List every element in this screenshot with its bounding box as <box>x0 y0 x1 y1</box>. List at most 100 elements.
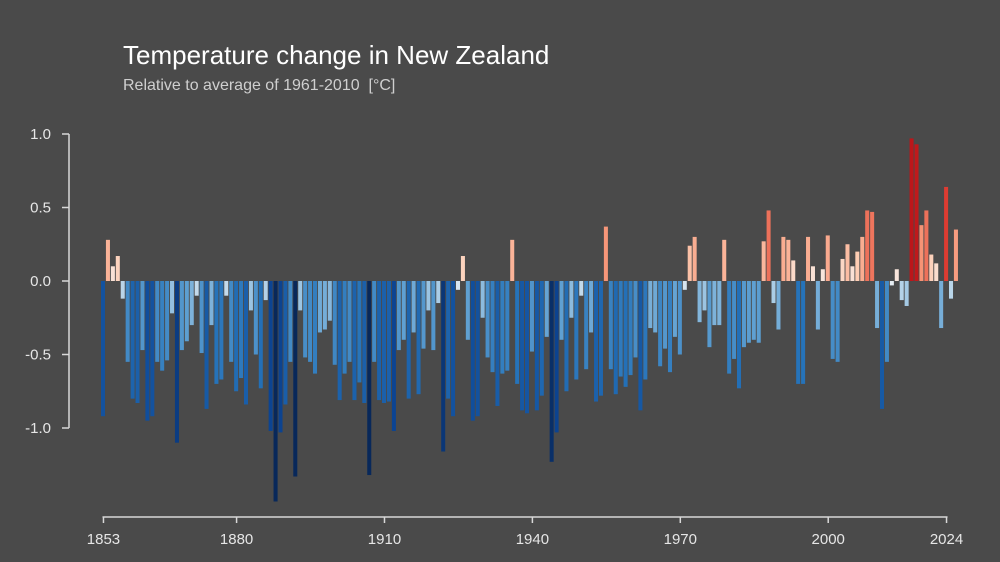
bar-1952 <box>589 281 594 333</box>
bar-1871 <box>189 281 194 326</box>
bar-1964 <box>648 281 653 329</box>
bar-1873 <box>199 281 204 354</box>
bar-1931 <box>485 281 490 358</box>
bar-1903 <box>347 281 352 362</box>
bar-1938 <box>520 281 525 411</box>
bar-1998 <box>815 281 820 330</box>
bar-2005 <box>850 266 855 281</box>
bar-2022 <box>934 263 939 281</box>
bar-1922 <box>441 281 446 452</box>
bar-1861 <box>140 281 145 351</box>
bar-1968 <box>667 281 673 373</box>
bar-1913 <box>396 281 401 351</box>
x-tick-label: 2000 <box>812 531 845 548</box>
bar-1894 <box>303 281 308 358</box>
bar-1898 <box>322 281 327 330</box>
bar-2007 <box>860 236 865 281</box>
bar-1986 <box>756 281 761 343</box>
bar-1860 <box>135 281 140 404</box>
y-tick-label: 0.0 <box>30 273 51 290</box>
bar-1942 <box>539 281 544 396</box>
bar-1932 <box>490 281 495 373</box>
bar-1865 <box>160 281 165 371</box>
bar-1929 <box>475 281 480 417</box>
bar-1915 <box>406 281 411 399</box>
bar-1961 <box>633 281 638 358</box>
bar-1853 <box>101 281 106 417</box>
bar-1876 <box>214 281 219 384</box>
bar-1927 <box>465 281 470 340</box>
bar-2009 <box>870 211 875 281</box>
bar-1855 <box>110 266 115 281</box>
bar-1958 <box>618 281 623 377</box>
bar-1892 <box>293 281 298 477</box>
bar-1979 <box>722 239 727 281</box>
bar-1994 <box>796 281 801 384</box>
bar-2003 <box>840 258 845 281</box>
bar-1976 <box>707 281 712 348</box>
bar-1879 <box>229 281 234 362</box>
bar-1981 <box>732 281 737 359</box>
bar-1878 <box>224 281 229 296</box>
bar-1910 <box>382 281 387 404</box>
bar-1904 <box>352 281 357 401</box>
bar-1954 <box>598 281 603 396</box>
bar-1923 <box>446 281 451 399</box>
bar-1917 <box>416 281 421 395</box>
bar-1974 <box>697 281 702 323</box>
bar-2014 <box>894 269 899 281</box>
bar-1866 <box>165 281 170 361</box>
bar-1885 <box>258 281 263 389</box>
bar-1908 <box>372 281 377 362</box>
chart-subtitle: Relative to average of 1961-2010 [°C] <box>123 77 396 94</box>
bar-1972 <box>687 245 692 281</box>
bar-1991 <box>781 236 786 281</box>
bar-1965 <box>653 281 658 333</box>
bar-1941 <box>534 281 539 411</box>
bar-1897 <box>317 281 322 333</box>
bar-1864 <box>155 281 160 362</box>
bar-1980 <box>727 281 732 374</box>
bar-1943 <box>544 281 549 337</box>
bar-2024 <box>944 186 949 281</box>
bar-2026 <box>953 229 958 281</box>
bar-1990 <box>776 281 781 330</box>
bar-1891 <box>288 281 293 362</box>
bar-2025 <box>949 281 954 299</box>
bar-1919 <box>426 281 431 311</box>
x-tick-label: 1910 <box>368 531 401 548</box>
y-tick-label: -0.5 <box>25 347 51 364</box>
bar-1883 <box>248 281 253 311</box>
bar-1921 <box>436 281 441 304</box>
bar-1996 <box>806 236 811 281</box>
bar-1962 <box>638 281 643 411</box>
bar-1918 <box>421 281 426 349</box>
bar-1966 <box>658 281 663 367</box>
bar-1953 <box>594 281 599 402</box>
bar-1856 <box>115 256 120 281</box>
bar-1899 <box>327 281 332 321</box>
bar-1862 <box>145 281 150 421</box>
bar-2023 <box>939 281 944 329</box>
x-tick-label: 1940 <box>516 531 549 548</box>
y-tick-label: -1.0 <box>25 420 51 437</box>
bar-2011 <box>879 281 885 409</box>
bar-1887 <box>268 281 273 431</box>
bar-1973 <box>692 236 697 281</box>
bar-1906 <box>362 281 367 404</box>
y-axis: 1.0 0.5 0.0 -0.5 -1.0 <box>25 126 70 437</box>
bar-1939 <box>525 281 530 414</box>
bar-1900 <box>332 281 337 365</box>
bar-1951 <box>584 281 589 370</box>
bar-1993 <box>791 260 796 281</box>
bar-2000 <box>825 235 830 281</box>
bar-1955 <box>603 226 608 281</box>
bar-1982 <box>737 281 742 389</box>
bar-1995 <box>801 281 806 384</box>
bar-2016 <box>904 281 909 306</box>
bar-2020 <box>924 210 929 281</box>
y-tick-label: 1.0 <box>30 126 51 143</box>
bar-1888 <box>273 281 278 502</box>
